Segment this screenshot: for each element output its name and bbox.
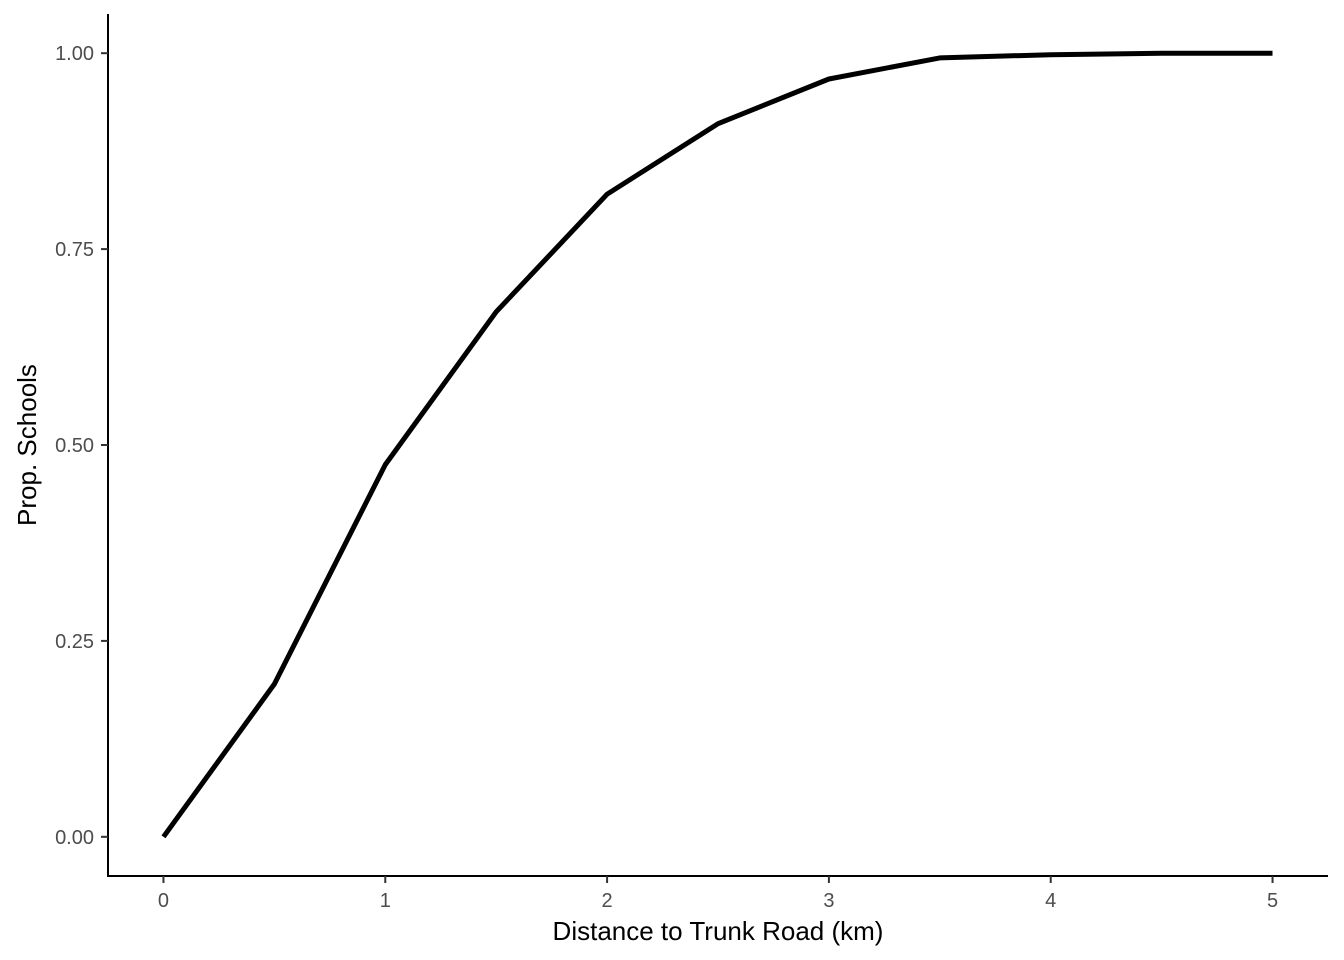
x-tick-label: 5 [1267, 890, 1278, 912]
y-tick-label: 0.00 [55, 827, 94, 849]
ticks: 0 1 2 3 4 5 0.00 0.25 0.50 0.75 1.00 [55, 43, 1278, 912]
x-tick-label: 0 [158, 890, 169, 912]
x-axis-title: Distance to Trunk Road (km) [553, 916, 884, 946]
y-tick-label: 0.25 [55, 631, 94, 653]
x-tick-label: 3 [823, 890, 834, 912]
x-tick-label: 2 [602, 890, 613, 912]
axes [107, 14, 1328, 877]
y-tick-label: 1.00 [55, 43, 94, 65]
x-tick-label: 1 [380, 890, 391, 912]
y-axis-title: Prop. Schools [12, 364, 42, 526]
series-line [161, 50, 1273, 839]
y-tick-label: 0.50 [55, 435, 94, 457]
plot-area [161, 50, 1273, 839]
y-tick-label: 0.75 [55, 239, 94, 261]
x-tick-label: 4 [1045, 890, 1056, 912]
